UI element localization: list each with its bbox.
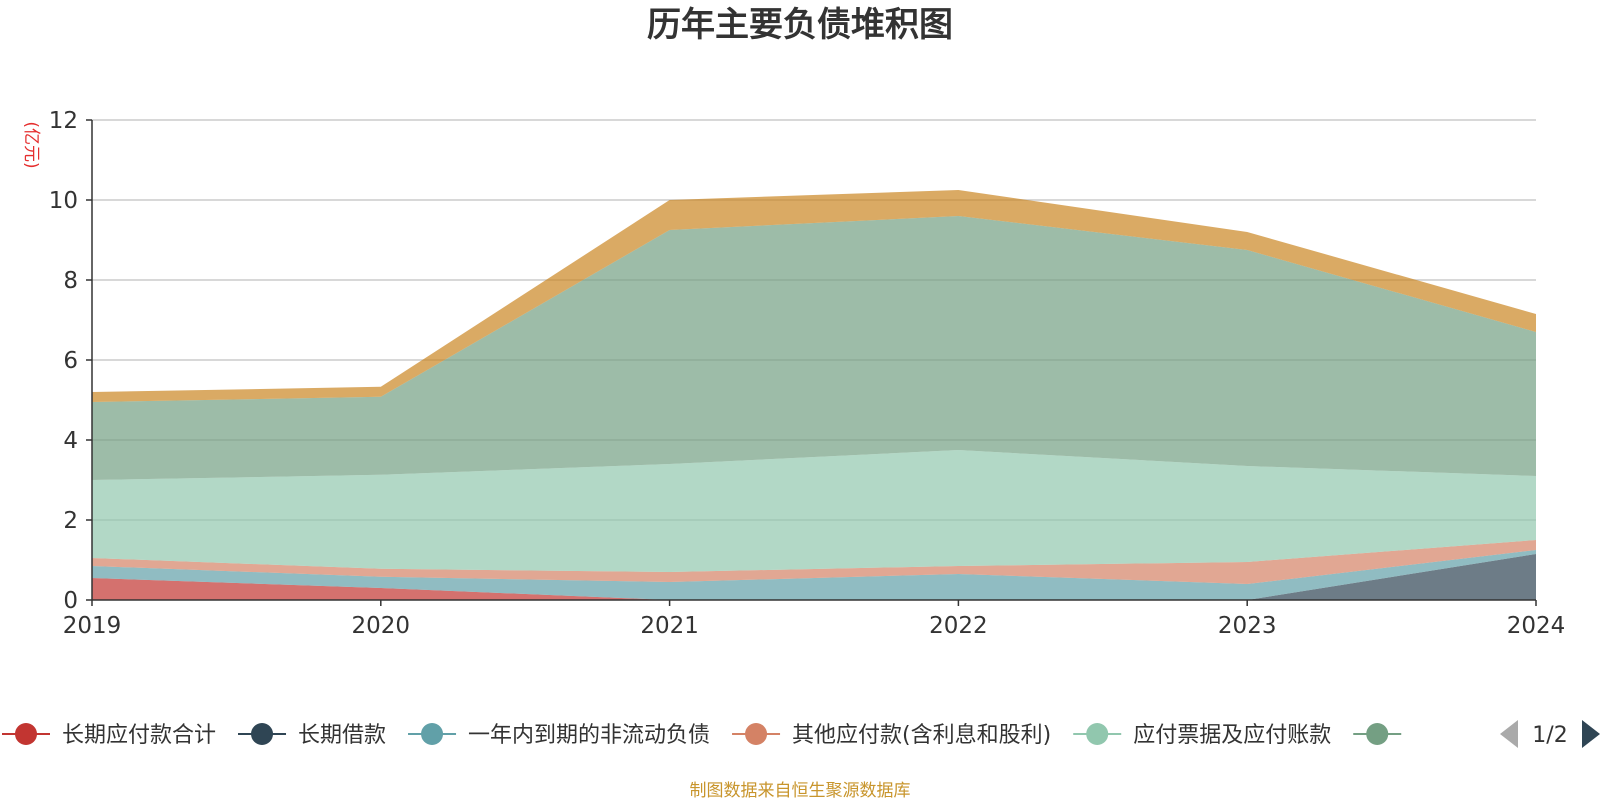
x-tick-label: 2022	[929, 613, 988, 639]
legend-item[interactable]	[1353, 723, 1402, 745]
y-tick-label: 8	[63, 268, 78, 294]
legend-label: 一年内到期的非流动负债	[468, 723, 710, 748]
y-tick-label: 4	[63, 428, 78, 454]
legend-next-page-icon[interactable]	[1582, 720, 1600, 748]
x-tick-label: 2023	[1218, 613, 1277, 639]
legend-label: 长期应付款合计	[62, 723, 216, 748]
legend-item[interactable]: 其他应付款(含利息和股利)	[732, 723, 1051, 748]
area-series-3	[92, 540, 1536, 584]
legend-marker-icon	[15, 723, 37, 745]
legend: 长期应付款合计 长期借款 一年内到期的非流动负债 其他应付款(含利息和股利) 应付票据及…	[2, 723, 1402, 748]
legend-item[interactable]: 长期应付款合计	[2, 723, 216, 748]
x-tick-label: 2024	[1507, 613, 1566, 639]
legend-marker-icon	[421, 723, 444, 745]
y-tick-label: 2	[63, 508, 78, 534]
source-note: 制图数据来自恒生聚源数据库	[690, 781, 911, 800]
area-series-4	[92, 450, 1536, 572]
legend-marker-icon	[251, 723, 274, 745]
legend-marker-icon	[745, 723, 768, 745]
legend-page-indicator: 1/2	[1532, 723, 1567, 748]
legend-pager: 1/2	[1500, 720, 1600, 748]
y-axis-unit: (亿元)	[21, 121, 41, 168]
y-tick-label: 10	[49, 188, 78, 214]
chart-title: 历年主要负债堆积图	[647, 5, 953, 45]
area-series-2	[92, 550, 1536, 600]
area-series-0	[92, 578, 1536, 600]
x-tick-label: 2020	[352, 613, 411, 639]
y-tick-label: 12	[49, 108, 78, 134]
legend-prev-page-icon[interactable]	[1500, 720, 1518, 748]
legend-item[interactable]: 应付票据及应付账款	[1073, 723, 1331, 748]
legend-label: 其他应付款(含利息和股利)	[792, 723, 1051, 748]
legend-marker-icon	[1086, 723, 1109, 745]
area-series-5	[92, 216, 1536, 480]
axes: 0 2 4 6 8 10 12 2019 2020 2021 2022 2023 2024	[49, 108, 1566, 639]
x-tick-label: 2019	[63, 613, 122, 639]
legend-item[interactable]: 一年内到期的非流动负债	[408, 723, 710, 748]
stacked-areas	[92, 190, 1536, 600]
y-tick-label: 6	[63, 348, 78, 374]
x-tick-label: 2021	[640, 613, 699, 639]
legend-label: 应付票据及应付账款	[1133, 723, 1331, 748]
area-series-6	[92, 190, 1536, 402]
legend-marker-icon	[1366, 723, 1389, 745]
legend-item[interactable]: 长期借款	[238, 723, 386, 748]
y-tick-label: 0	[63, 588, 78, 614]
area-series-1	[92, 554, 1536, 600]
legend-label: 长期借款	[298, 723, 386, 748]
